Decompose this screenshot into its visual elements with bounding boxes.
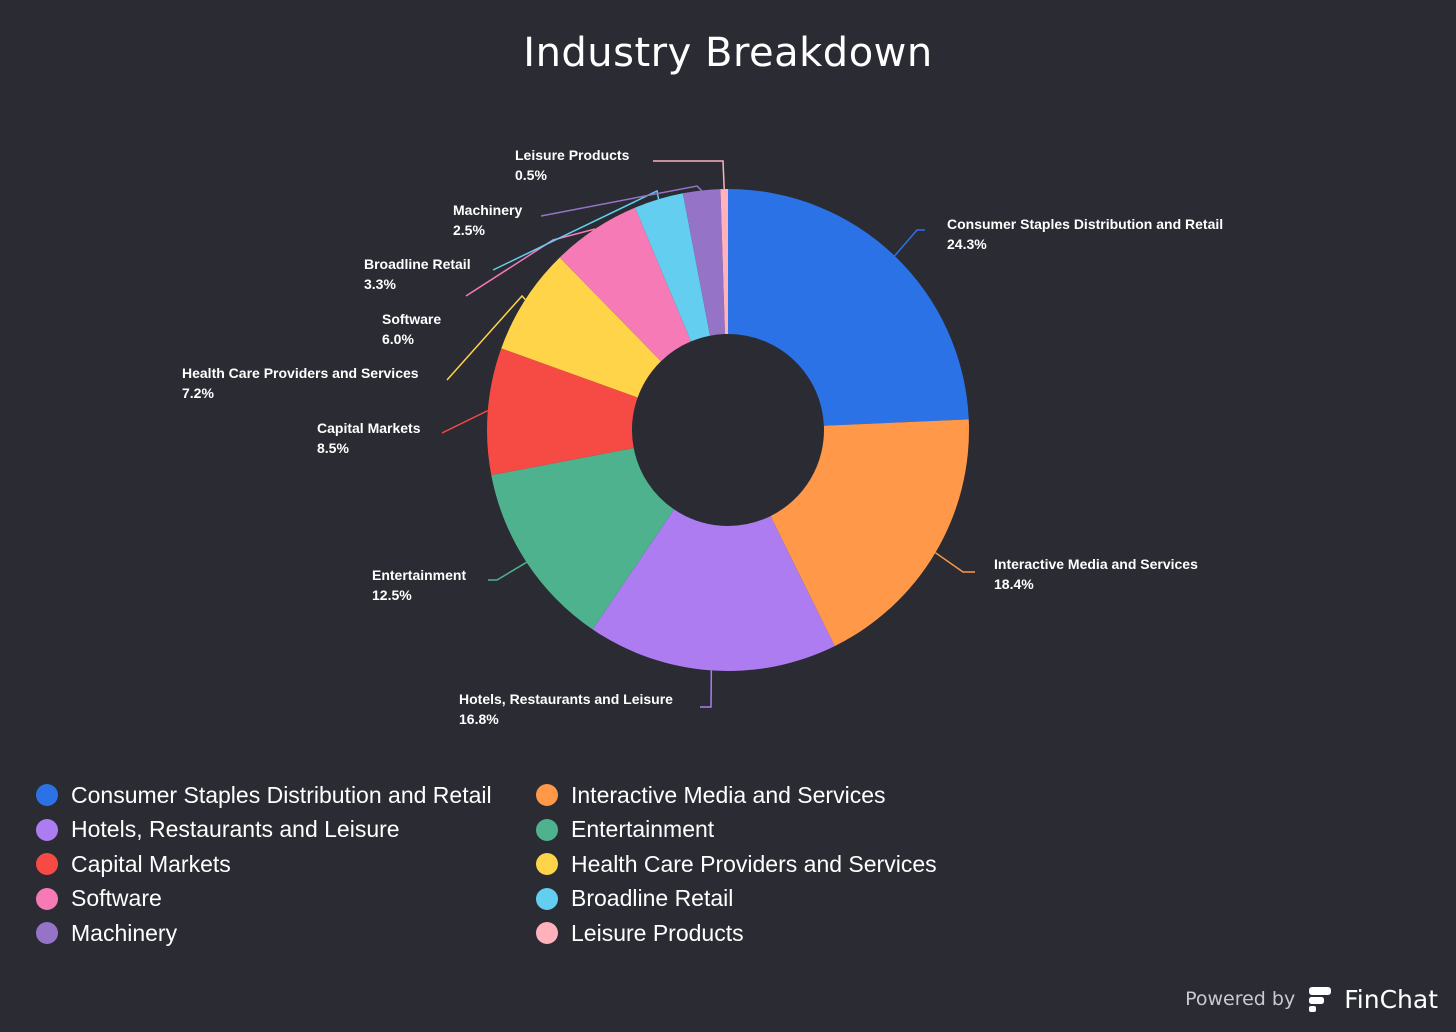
legend-label: Hotels, Restaurants and Leisure	[71, 816, 400, 843]
legend-swatch	[536, 784, 558, 807]
leader-line	[653, 160, 725, 190]
legend-item: Hotels, Restaurants and Leisure	[36, 813, 536, 848]
leader-line	[935, 552, 975, 573]
legend-label: Capital Markets	[71, 850, 231, 877]
slice-value-label: 8.5%	[317, 440, 349, 456]
slice-value-label: 7.2%	[182, 385, 214, 401]
legend-swatch	[536, 818, 558, 841]
slice-value-label: 18.4%	[994, 576, 1034, 592]
slice-label: Interactive Media and Services	[994, 556, 1198, 572]
slice-broadline-retail	[635, 193, 711, 342]
slice-label: Capital Markets	[317, 420, 421, 436]
legend-swatch	[536, 922, 558, 945]
legend-label: Broadline Retail	[571, 885, 734, 912]
slice-interactive-media-and-services	[770, 419, 969, 647]
slice-entertainment	[491, 447, 675, 630]
legend-label: Consumer Staples Distribution and Retail	[71, 781, 492, 808]
slice-label: Leisure Products	[515, 147, 630, 163]
slice-machinery	[682, 189, 725, 336]
leader-line	[700, 670, 713, 708]
leader-line	[894, 229, 925, 257]
leader-line	[446, 294, 526, 381]
slice-software	[559, 207, 691, 362]
slice-consumer-staples-distribution-and-retail	[728, 189, 969, 426]
legend-swatch	[536, 887, 558, 910]
slice-label: Entertainment	[372, 567, 466, 583]
powered-by-text: Powered by	[1185, 988, 1296, 1010]
legend-item: Broadline Retail	[536, 882, 996, 917]
legend-swatch	[536, 853, 558, 876]
legend-label: Interactive Media and Services	[571, 781, 886, 808]
slice-value-label: 6.0%	[382, 331, 414, 347]
legend-item: Health Care Providers and Services	[536, 847, 996, 882]
slice-label: Broadline Retail	[364, 256, 471, 272]
slice-label: Machinery	[453, 202, 522, 218]
slice-label: Health Care Providers and Services	[182, 365, 419, 381]
legend-item: Leisure Products	[536, 916, 996, 951]
legend-swatch	[36, 922, 58, 945]
slice-health-care-providers-and-services	[501, 257, 661, 398]
leader-line	[441, 410, 488, 434]
slice-value-label: 24.3%	[947, 236, 987, 252]
slice-label: Hotels, Restaurants and Leisure	[459, 691, 673, 707]
legend-item: Software	[36, 882, 536, 917]
slice-value-label: 12.5%	[372, 587, 412, 603]
slice-value-label: 16.8%	[459, 711, 499, 727]
legend-item: Entertainment	[536, 813, 996, 848]
slice-label: Consumer Staples Distribution and Retail	[947, 216, 1223, 232]
donut-chart: Consumer Staples Distribution and Retail…	[182, 147, 1223, 727]
finchat-logo-icon	[1309, 987, 1332, 1012]
legend-swatch	[36, 853, 58, 876]
legend-label: Leisure Products	[571, 919, 744, 946]
slice-capital-markets	[487, 348, 638, 476]
legend: Consumer Staples Distribution and Retail…	[36, 778, 996, 951]
legend-label: Machinery	[71, 919, 178, 946]
legend-item: Interactive Media and Services	[536, 778, 996, 813]
leader-line	[465, 228, 596, 297]
legend-swatch	[36, 818, 58, 841]
chart-title: Industry Breakdown	[523, 30, 933, 76]
leader-line	[488, 561, 527, 581]
slice-leisure-products	[720, 189, 728, 335]
slice-value-label: 2.5%	[453, 222, 485, 238]
slice-label: Software	[382, 311, 441, 327]
powered-by-footer: Powered by FinChat	[1185, 982, 1438, 1016]
leader-line	[540, 185, 703, 217]
legend-item: Machinery	[36, 916, 536, 951]
legend-item: Consumer Staples Distribution and Retail	[36, 778, 536, 813]
brand-name: FinChat	[1344, 984, 1438, 1014]
legend-label: Health Care Providers and Services	[571, 850, 937, 877]
slice-hotels-restaurants-and-leisure	[592, 509, 835, 671]
slice-value-label: 3.3%	[364, 276, 396, 292]
legend-swatch	[36, 784, 58, 807]
legend-swatch	[36, 887, 58, 910]
legend-label: Software	[71, 885, 162, 912]
legend-item: Capital Markets	[36, 847, 536, 882]
slice-value-label: 0.5%	[515, 167, 547, 183]
leader-line	[492, 189, 660, 271]
legend-label: Entertainment	[571, 816, 715, 843]
